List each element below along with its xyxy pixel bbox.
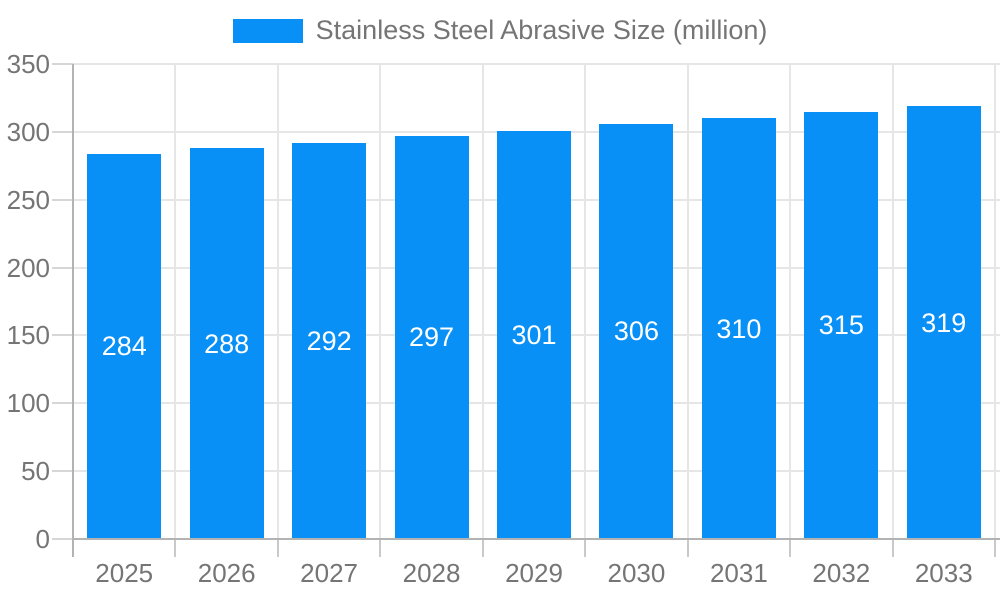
bar-value-label: 310	[716, 313, 762, 344]
legend-label: Stainless Steel Abrasive Size (million)	[315, 15, 768, 45]
x-axis-tick-label: 2033	[914, 558, 973, 588]
x-tick	[584, 539, 587, 557]
bar-value-label: 301	[511, 319, 557, 350]
x-tick	[174, 539, 177, 557]
y-axis-tick-label: 200	[6, 252, 50, 283]
y-tick	[52, 334, 73, 337]
bar-value-label: 292	[306, 325, 352, 356]
x-tick	[379, 539, 382, 557]
x-tick	[891, 539, 894, 557]
x-axis-tick-label: 2031	[709, 558, 768, 588]
legend: Stainless Steel Abrasive Size (million)	[0, 15, 1000, 46]
x-axis-tick-label: 2029	[505, 558, 563, 588]
bar-value-label: 297	[409, 322, 455, 353]
y-axis-tick-label: 250	[6, 184, 50, 215]
x-tick	[276, 539, 279, 557]
bar	[87, 153, 162, 539]
x-gridline	[686, 64, 689, 539]
x-gridline	[891, 64, 894, 539]
x-axis-tick-label: 2032	[812, 558, 871, 588]
x-tick	[481, 539, 484, 557]
x-gridline	[789, 64, 792, 539]
y-tick	[52, 198, 73, 201]
y-axis-tick-label: 50	[21, 456, 50, 487]
x-tick	[789, 539, 792, 557]
bar	[804, 111, 879, 539]
bar-value-label: 315	[818, 310, 864, 341]
legend-swatch	[232, 18, 303, 43]
x-gridline	[481, 64, 484, 539]
bar	[189, 148, 264, 539]
bar	[292, 142, 367, 539]
y-tick	[52, 266, 73, 269]
bar	[599, 123, 674, 539]
x-tick	[994, 539, 996, 557]
x-gridline	[584, 64, 587, 539]
x-axis-tick-label: 2025	[95, 558, 154, 588]
x-gridline	[379, 64, 382, 539]
x-tick	[686, 539, 689, 557]
y-axis-tick-label: 150	[6, 320, 50, 351]
x-axis-tick-label: 2027	[300, 558, 359, 588]
y-tick	[52, 470, 73, 473]
y-gridline	[73, 63, 1000, 65]
y-tick	[52, 538, 73, 540]
y-tick	[52, 402, 73, 405]
bar	[394, 135, 469, 539]
y-axis-line	[72, 64, 74, 557]
bar	[701, 118, 776, 539]
y-tick	[52, 63, 73, 65]
y-axis-tick-label: 300	[6, 116, 50, 147]
bar-value-label: 284	[101, 331, 147, 362]
y-axis-tick-label: 0	[35, 524, 50, 554]
bar	[906, 106, 981, 539]
bar-value-label: 306	[613, 316, 659, 347]
x-axis-line	[72, 538, 1000, 540]
bar-value-label: 319	[921, 307, 967, 338]
x-axis-tick-label: 2028	[402, 558, 461, 588]
bar-value-label: 288	[204, 328, 250, 359]
x-gridline	[174, 64, 177, 539]
y-axis-tick-label: 100	[6, 388, 50, 419]
x-axis-tick-label: 2030	[607, 558, 666, 588]
y-tick	[52, 130, 73, 133]
bar	[497, 130, 571, 539]
x-gridline	[994, 64, 996, 539]
x-gridline	[276, 64, 279, 539]
y-axis-tick-label: 350	[6, 49, 50, 79]
x-axis-tick-label: 2026	[197, 558, 256, 588]
